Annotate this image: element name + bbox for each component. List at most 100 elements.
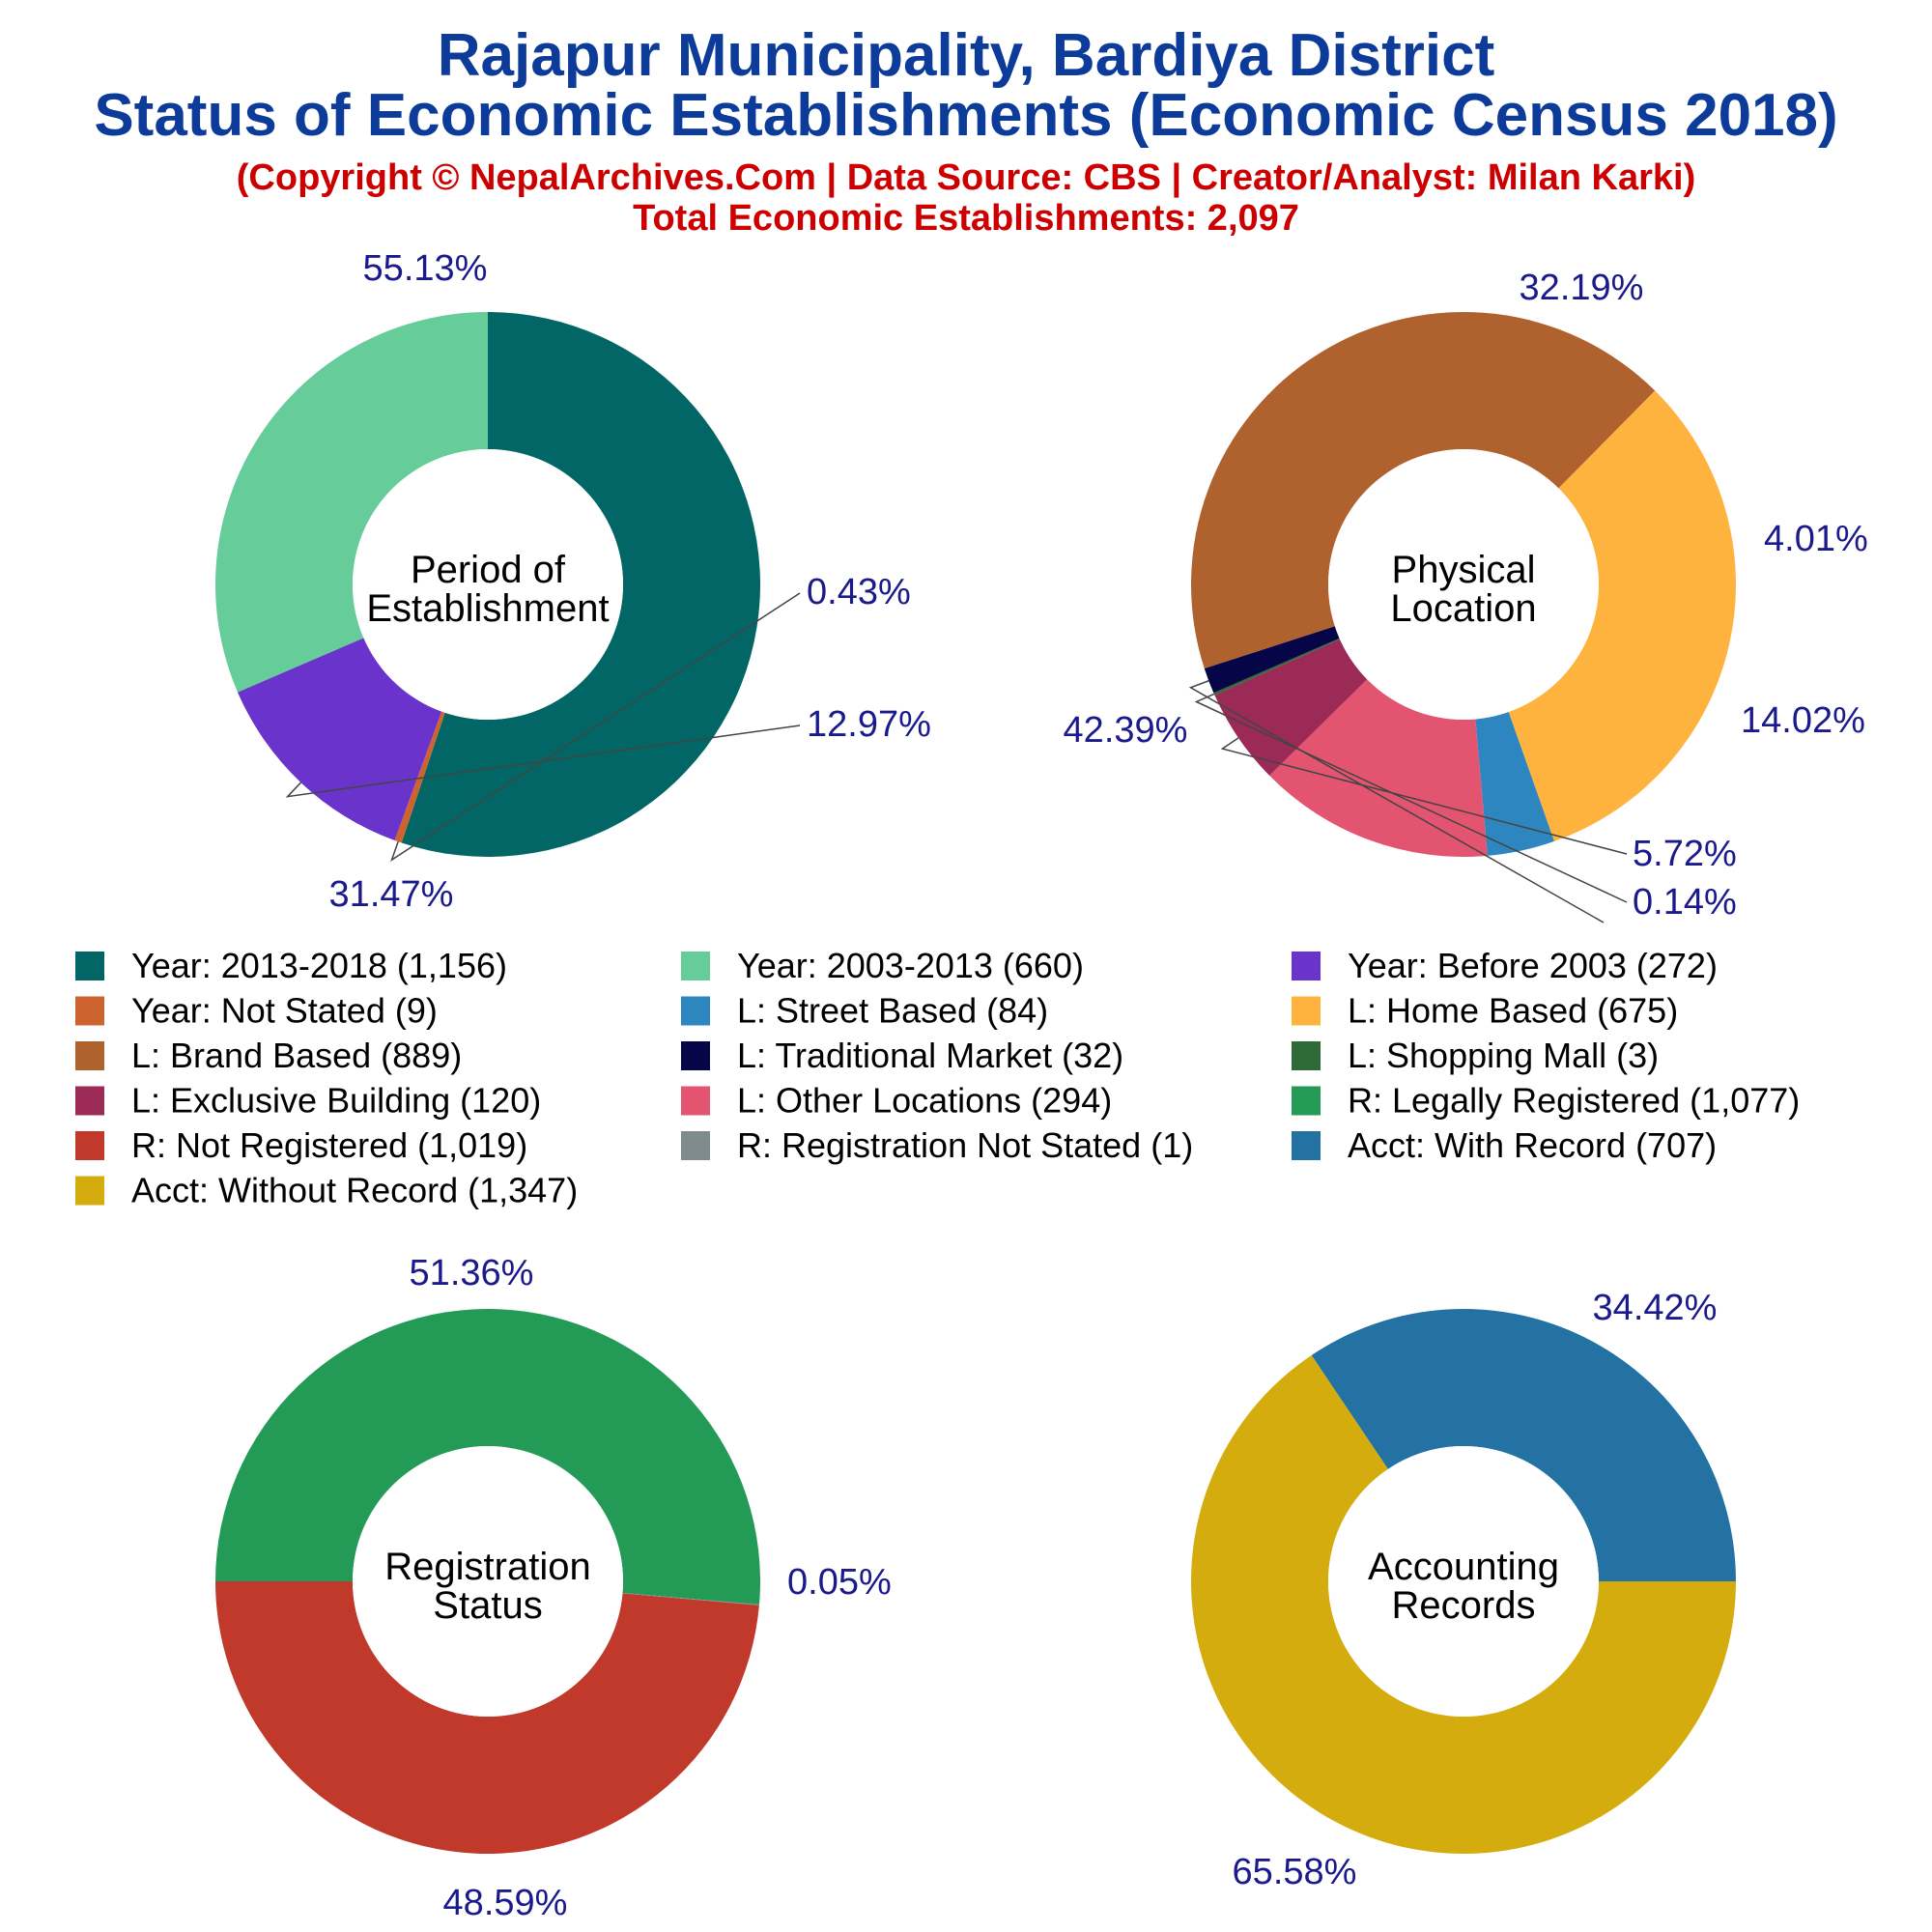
donut-slice (394, 711, 445, 843)
donut-slice (1190, 311, 1656, 668)
donut-slice (1213, 638, 1341, 696)
legend-swatch (681, 996, 710, 1026)
chart-title-line2: Status of Economic Establishments (Econo… (94, 82, 1837, 149)
legend-item: L: Brand Based (889) (75, 1036, 462, 1075)
legend-swatch (75, 952, 104, 980)
legend-swatch (75, 1131, 104, 1160)
donut-hole (353, 449, 623, 720)
legend-label: L: Other Locations (294) (737, 1081, 1112, 1121)
legend-label: L: Exclusive Building (120) (131, 1081, 541, 1121)
donut-center-label: Accounting (1368, 1546, 1559, 1588)
donut-center-label: Location (1390, 587, 1536, 630)
legend-swatch (1292, 996, 1321, 1026)
leader-line (1194, 693, 1628, 903)
legend-label: Year: 2003-2013 (660) (737, 946, 1084, 985)
legend-item: Year: Before 2003 (272) (1292, 946, 1718, 985)
donut-slice (1214, 639, 1368, 776)
donut-slice (1191, 1354, 1736, 1854)
legend-swatch (1292, 1131, 1321, 1160)
slice-percent-label: 32.19% (1520, 268, 1644, 308)
slice-percent-label: 14.02% (1741, 700, 1865, 741)
donut-center-label: Establishment (366, 587, 609, 630)
legend-swatch (681, 1086, 710, 1116)
donut-slice (215, 1581, 759, 1854)
leader-line (1220, 737, 1628, 855)
legend-label: L: Street Based (84) (737, 991, 1048, 1031)
legend-label: Year: Not Stated (9) (131, 991, 438, 1031)
donut-slice (401, 312, 760, 857)
legend-item: R: Legally Registered (1,077) (1292, 1081, 1800, 1121)
legend-item: Year: 2013-2018 (1,156) (75, 946, 507, 985)
slice-percent-label: 48.59% (443, 1883, 568, 1923)
legend-item: R: Not Registered (1,019) (75, 1125, 527, 1165)
legend-swatch (75, 1176, 104, 1206)
chart-copyright: (Copyright © NepalArchives.Com | Data So… (237, 157, 1695, 198)
legend-label: L: Brand Based (889) (131, 1036, 462, 1075)
leader-line (1188, 680, 1605, 923)
slice-percent-label: 0.05% (787, 1562, 892, 1603)
slice-percent-label: 65.58% (1233, 1852, 1357, 1892)
legend: Year: 2013-2018 (1,156) Year: 2003-2013 (… (75, 946, 1800, 1210)
slice-percent-label: 42.39% (1064, 710, 1188, 751)
legend-label: R: Registration Not Stated (1) (737, 1125, 1193, 1165)
donut-slice (238, 638, 442, 840)
legend-swatch (75, 996, 104, 1026)
chart-title-line1: Rajapur Municipality, Bardiya District (438, 22, 1494, 89)
donut-slice (1508, 390, 1737, 841)
legend-item: L: Home Based (675) (1292, 991, 1678, 1031)
legend-item: Acct: With Record (707) (1292, 1125, 1717, 1165)
slice-percent-label: 51.36% (410, 1253, 534, 1293)
legend-swatch (681, 952, 710, 980)
donut-chart-1: 55.13% 0.43% 12.97% 31.47% Period ofEstablis… (215, 248, 931, 915)
legend-item: Year: Not Stated (9) (75, 991, 438, 1031)
leader-line (390, 592, 801, 862)
donut-slice (1311, 1309, 1736, 1581)
legend-item: R: Registration Not Stated (1) (681, 1125, 1193, 1165)
donut-center-label: Period of (411, 549, 566, 591)
donut-charts: 55.13% 0.43% 12.97% 31.47% Period ofEstablis… (215, 248, 1868, 1923)
legend-item: Acct: Without Record (1,347) (75, 1171, 578, 1210)
legend-item: L: Exclusive Building (120) (75, 1081, 541, 1121)
slice-percent-label: 5.72% (1633, 834, 1737, 874)
donut-center-label: Records (1392, 1584, 1536, 1627)
donut-center-label: Physical (1392, 549, 1536, 591)
slice-percent-label: 4.01% (1764, 519, 1868, 559)
legend-swatch (681, 1131, 710, 1160)
donut-center-label: Status (433, 1584, 542, 1627)
legend-swatch (1292, 1086, 1321, 1116)
legend-label: R: Legally Registered (1,077) (1348, 1081, 1800, 1121)
donut-chart-2: 32.19% 4.01% 14.02% 5.72% 0.14% 42.39% Physica… (1064, 268, 1868, 923)
donut-hole (1328, 449, 1599, 720)
donut-hole (353, 1446, 623, 1717)
legend-swatch (1292, 1041, 1321, 1070)
legend-label: Acct: Without Record (1,347) (131, 1171, 578, 1210)
legend-label: L: Shopping Mall (3) (1348, 1036, 1659, 1075)
legend-swatch (75, 1086, 104, 1116)
legend-item: L: Shopping Mall (3) (1292, 1036, 1659, 1075)
legend-swatch (1292, 952, 1321, 980)
legend-item: L: Street Based (84) (681, 991, 1048, 1031)
legend-label: Year: Before 2003 (272) (1348, 946, 1718, 985)
slice-percent-label: 12.97% (807, 704, 931, 745)
legend-label: Year: 2013-2018 (1,156) (131, 946, 507, 985)
legend-swatch (75, 1041, 104, 1070)
legend-label: L: Home Based (675) (1348, 991, 1678, 1031)
donut-slice (622, 1592, 759, 1605)
donut-slice (215, 312, 488, 693)
donut-hole (1328, 1446, 1599, 1717)
slice-percent-label: 34.42% (1593, 1288, 1718, 1328)
slice-percent-label: 0.43% (807, 572, 911, 612)
legend-label: L: Traditional Market (32) (737, 1036, 1123, 1075)
legend-item: L: Other Locations (294) (681, 1081, 1112, 1121)
slice-percent-label: 0.14% (1633, 882, 1737, 923)
legend-swatch (681, 1041, 710, 1070)
slice-percent-label: 31.47% (329, 874, 454, 915)
donut-center-label: Registration (384, 1546, 590, 1588)
slice-percent-label: 55.13% (363, 248, 488, 289)
chart-total: Total Economic Establishments: 2,097 (633, 198, 1299, 239)
legend-label: Acct: With Record (707) (1348, 1125, 1717, 1165)
